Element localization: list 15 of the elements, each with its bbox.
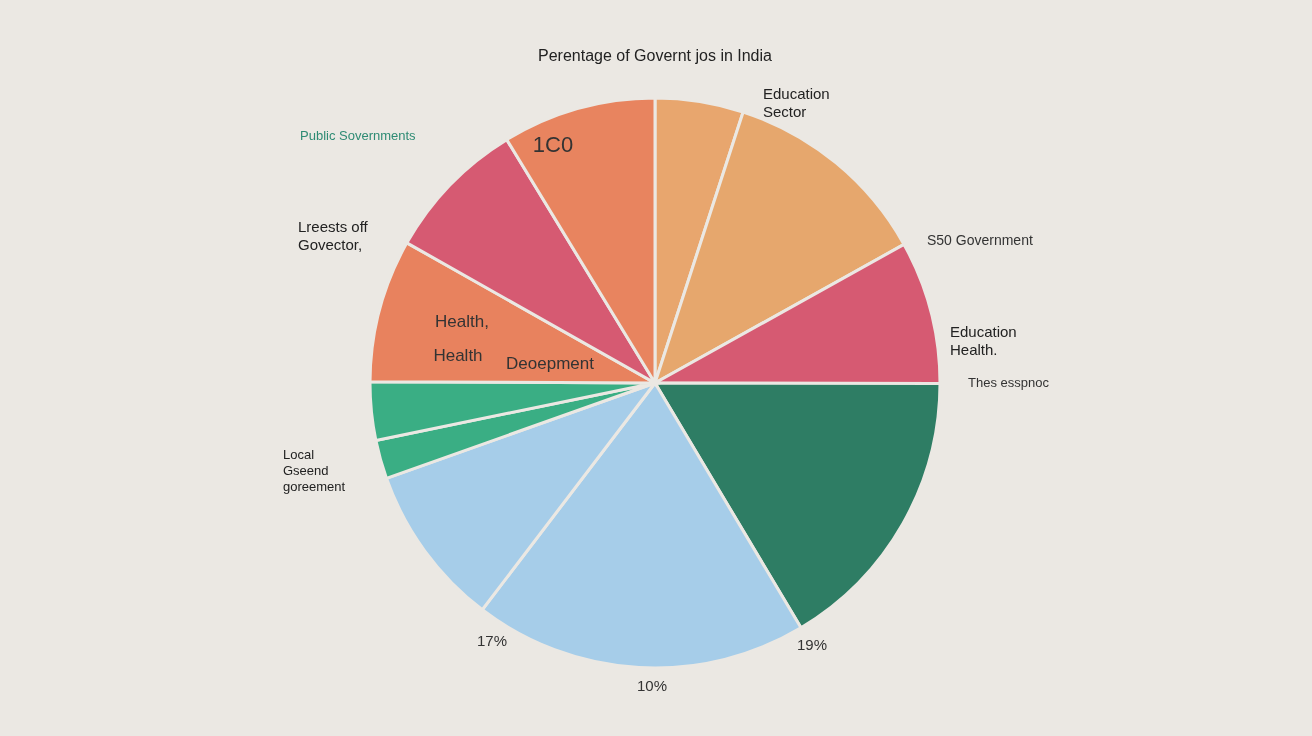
text: Local Gseend goreement bbox=[283, 447, 346, 494]
text: Lreests off Govector, bbox=[298, 218, 369, 253]
text: S50 Government bbox=[927, 232, 1033, 248]
text: Thes esspnoc bbox=[968, 375, 1050, 390]
text: Health bbox=[433, 346, 483, 365]
text: Health, bbox=[435, 312, 489, 331]
text: 10% bbox=[636, 677, 668, 694]
chart-title: Perentage of Governt jos in India bbox=[538, 47, 773, 64]
text: 17% bbox=[476, 632, 508, 649]
text: Education Health. bbox=[950, 323, 1017, 358]
text: 1C0 bbox=[532, 132, 574, 157]
text: Public Sovernments bbox=[300, 128, 417, 143]
text: 19% bbox=[796, 636, 828, 653]
text: Education Sector bbox=[763, 85, 830, 120]
text: Deoepment bbox=[506, 354, 595, 373]
